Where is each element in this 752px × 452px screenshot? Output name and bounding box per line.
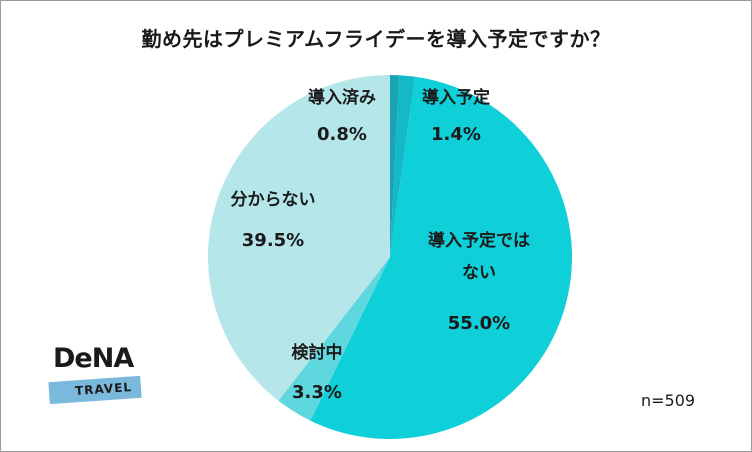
slice-label: 導入予定では [428, 230, 530, 251]
slice-value-label: 3.3% [292, 382, 342, 403]
pie-slice [207, 74, 390, 401]
pie-slice [278, 257, 390, 421]
dena-travel-logo: DeNA TRAVEL [47, 343, 157, 413]
chart-title: 勤め先はプレミアムフライデーを導入予定ですか？ [141, 27, 611, 51]
slice-label: 導入済み [308, 87, 376, 108]
pie-slice [390, 75, 416, 257]
sample-size: n=509 [641, 391, 696, 410]
slice-value-label: 0.8% [317, 124, 367, 145]
slice-label: ない [462, 263, 496, 283]
pie-slice [390, 75, 400, 257]
slice-label: 導入予定 [422, 87, 490, 108]
slice-value-label: 55.0% [448, 313, 510, 334]
slice-value-label: 39.5% [242, 230, 304, 251]
pie-slice [310, 76, 573, 440]
logo-brand: DeNA [53, 343, 134, 374]
slice-label: 検討中 [292, 342, 343, 363]
slice-value-label: 1.4% [431, 124, 481, 145]
slice-label: 分からない [231, 190, 316, 210]
